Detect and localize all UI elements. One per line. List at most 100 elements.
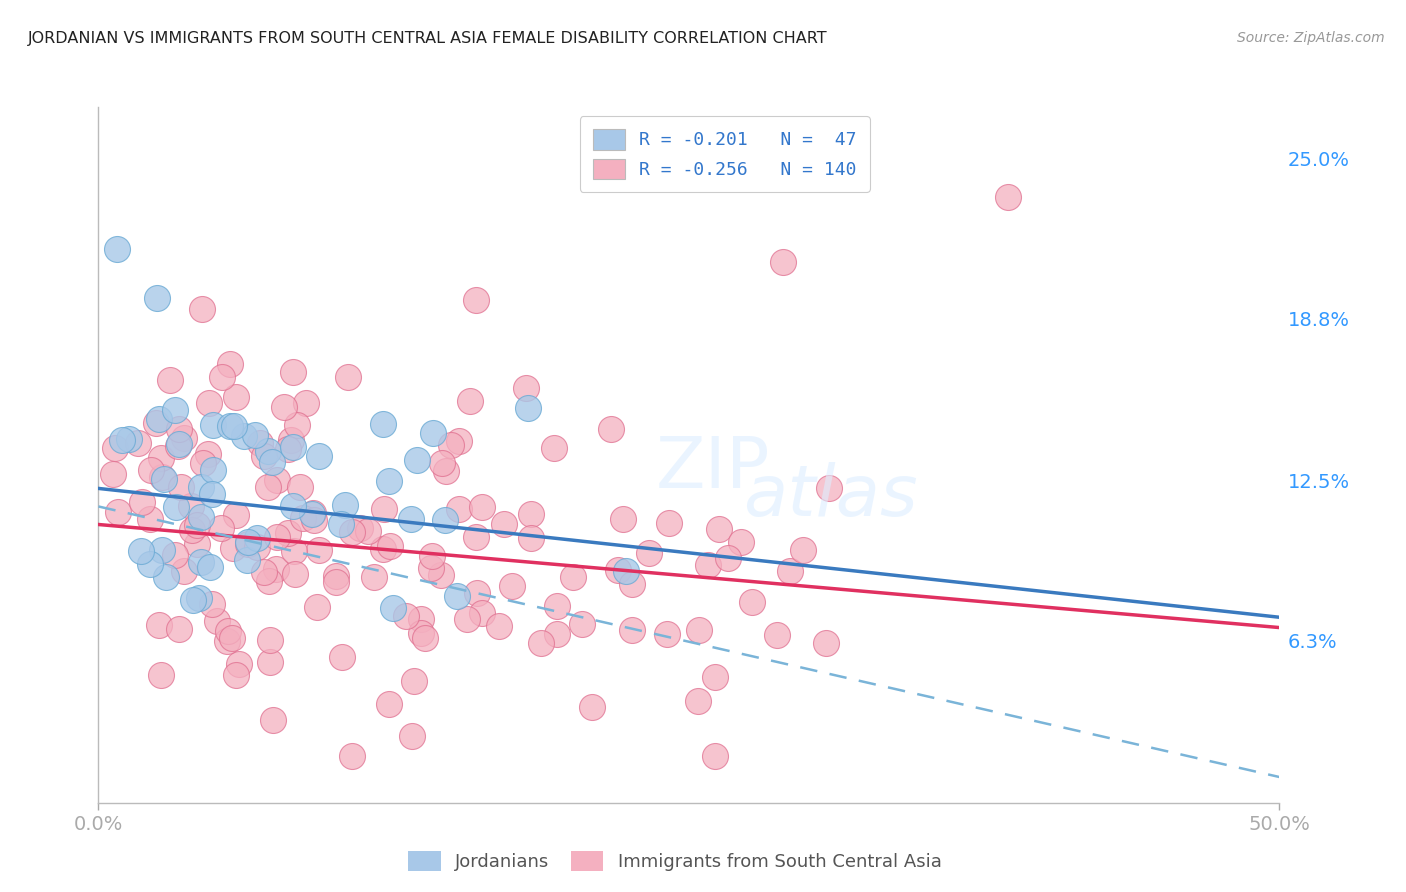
Point	[606, 563, 628, 577]
Point	[464, 530, 486, 544]
Point	[131, 544, 153, 558]
Point	[814, 635, 837, 649]
Point	[259, 632, 281, 647]
Point	[191, 302, 214, 317]
Point	[236, 553, 259, 567]
Point	[117, 432, 139, 446]
Point	[401, 729, 423, 743]
Point	[170, 480, 193, 494]
Point	[519, 507, 541, 521]
Point	[200, 597, 222, 611]
Point	[215, 633, 238, 648]
Point	[150, 542, 173, 557]
Point	[266, 473, 288, 487]
Point	[266, 530, 288, 544]
Point	[253, 565, 276, 579]
Point	[165, 548, 187, 562]
Point	[419, 561, 441, 575]
Point	[145, 416, 167, 430]
Point	[233, 429, 256, 443]
Point	[257, 574, 280, 588]
Point	[340, 749, 363, 764]
Point	[173, 431, 195, 445]
Point	[430, 567, 453, 582]
Point	[620, 577, 643, 591]
Point	[181, 523, 204, 537]
Point	[190, 555, 212, 569]
Point	[211, 370, 233, 384]
Point	[222, 419, 245, 434]
Point	[166, 439, 188, 453]
Point	[703, 749, 725, 764]
Point	[225, 390, 247, 404]
Point	[449, 434, 471, 449]
Point	[395, 608, 418, 623]
Point	[614, 564, 637, 578]
Point	[772, 254, 794, 268]
Point	[571, 617, 593, 632]
Point	[181, 593, 204, 607]
Point	[620, 624, 643, 638]
Point	[562, 570, 585, 584]
Point	[295, 396, 318, 410]
Point	[283, 567, 305, 582]
Text: JORDANIAN VS IMMIGRANTS FROM SOUTH CENTRAL ASIA FEMALE DISABILITY CORRELATION CH: JORDANIAN VS IMMIGRANTS FROM SOUTH CENTR…	[28, 31, 828, 46]
Point	[330, 650, 353, 665]
Point	[405, 452, 427, 467]
Point	[104, 441, 127, 455]
Point	[363, 570, 385, 584]
Point	[149, 451, 172, 466]
Point	[201, 463, 224, 477]
Point	[308, 542, 330, 557]
Point	[193, 457, 215, 471]
Point	[149, 668, 172, 682]
Point	[349, 521, 371, 535]
Point	[141, 463, 163, 477]
Point	[285, 417, 308, 432]
Point	[186, 537, 208, 551]
Point	[148, 412, 170, 426]
Point	[198, 395, 221, 409]
Point	[127, 435, 149, 450]
Point	[340, 524, 363, 539]
Point	[716, 550, 738, 565]
Point	[530, 635, 553, 649]
Point	[153, 472, 176, 486]
Point	[402, 674, 425, 689]
Point	[515, 381, 537, 395]
Point	[446, 590, 468, 604]
Point	[378, 475, 401, 489]
Point	[243, 428, 266, 442]
Point	[501, 580, 523, 594]
Point	[111, 433, 134, 447]
Point	[696, 558, 718, 572]
Point	[413, 631, 436, 645]
Point	[283, 544, 305, 558]
Point	[252, 449, 274, 463]
Point	[792, 542, 814, 557]
Point	[167, 421, 190, 435]
Point	[373, 501, 395, 516]
Point	[190, 509, 212, 524]
Point	[221, 631, 243, 645]
Point	[165, 402, 187, 417]
Point	[246, 532, 269, 546]
Point	[488, 619, 510, 633]
Point	[730, 535, 752, 549]
Point	[101, 467, 124, 482]
Point	[546, 626, 568, 640]
Text: atlas: atlas	[744, 462, 918, 531]
Point	[186, 517, 208, 532]
Point	[202, 418, 225, 433]
Point	[222, 541, 245, 555]
Point	[264, 562, 287, 576]
Point	[259, 655, 281, 669]
Point	[519, 531, 541, 545]
Point	[281, 499, 304, 513]
Point	[492, 516, 515, 531]
Point	[155, 570, 177, 584]
Point	[283, 365, 305, 379]
Point	[198, 560, 221, 574]
Point	[779, 564, 801, 578]
Point	[378, 539, 401, 553]
